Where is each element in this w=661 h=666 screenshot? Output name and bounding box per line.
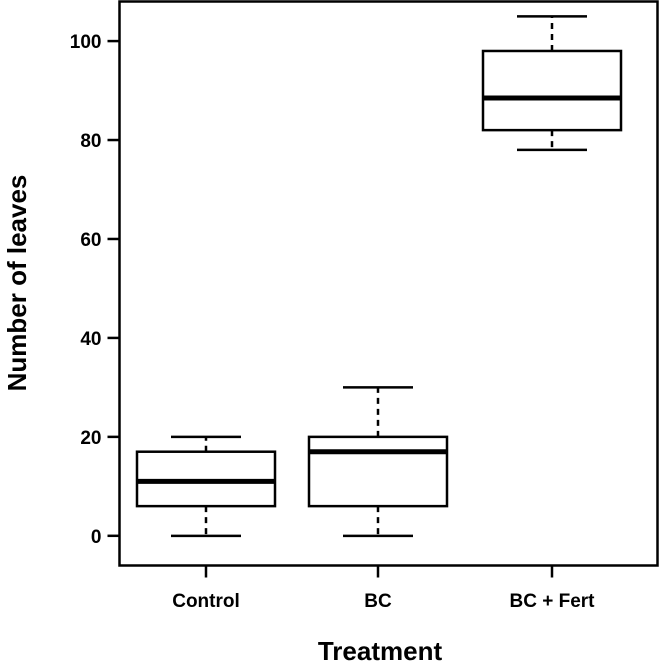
boxes-layer bbox=[135, 15, 623, 538]
iqr-box bbox=[481, 49, 623, 132]
box-bc bbox=[307, 386, 449, 538]
y-axis-title: Number of leaves bbox=[2, 175, 32, 392]
y-tick-label: 80 bbox=[80, 131, 101, 152]
x-tick-label: BC + Fert bbox=[510, 591, 596, 612]
y-tick-label: 100 bbox=[70, 32, 102, 53]
y-tick-label: 60 bbox=[80, 230, 101, 251]
plot-frame bbox=[118, 0, 659, 567]
box-control bbox=[135, 435, 277, 538]
x-tick-label: BC bbox=[364, 591, 392, 612]
box-bc-fert bbox=[481, 15, 623, 152]
y-tick-label: 0 bbox=[91, 527, 102, 548]
y-axis: 0 20 40 60 80 100 bbox=[70, 32, 120, 548]
iqr-box bbox=[307, 435, 449, 508]
y-tick-label: 40 bbox=[80, 329, 101, 350]
x-axis: Control BC BC + Fert bbox=[172, 565, 596, 612]
x-tick-label: Control bbox=[172, 591, 240, 612]
y-tick-label: 20 bbox=[80, 428, 101, 449]
x-axis-title: Treatment bbox=[318, 636, 443, 666]
